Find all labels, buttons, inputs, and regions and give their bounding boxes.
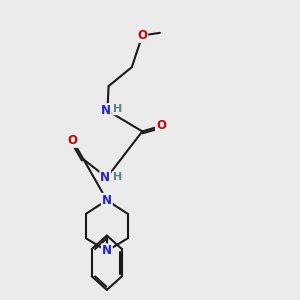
Text: H: H <box>113 172 122 182</box>
Text: N: N <box>102 194 112 207</box>
Text: O: O <box>68 134 78 147</box>
Text: N: N <box>102 244 112 257</box>
Text: O: O <box>156 119 166 133</box>
Text: N: N <box>101 104 111 117</box>
Text: N: N <box>100 171 110 184</box>
Text: O: O <box>137 29 147 42</box>
Text: H: H <box>113 104 122 114</box>
